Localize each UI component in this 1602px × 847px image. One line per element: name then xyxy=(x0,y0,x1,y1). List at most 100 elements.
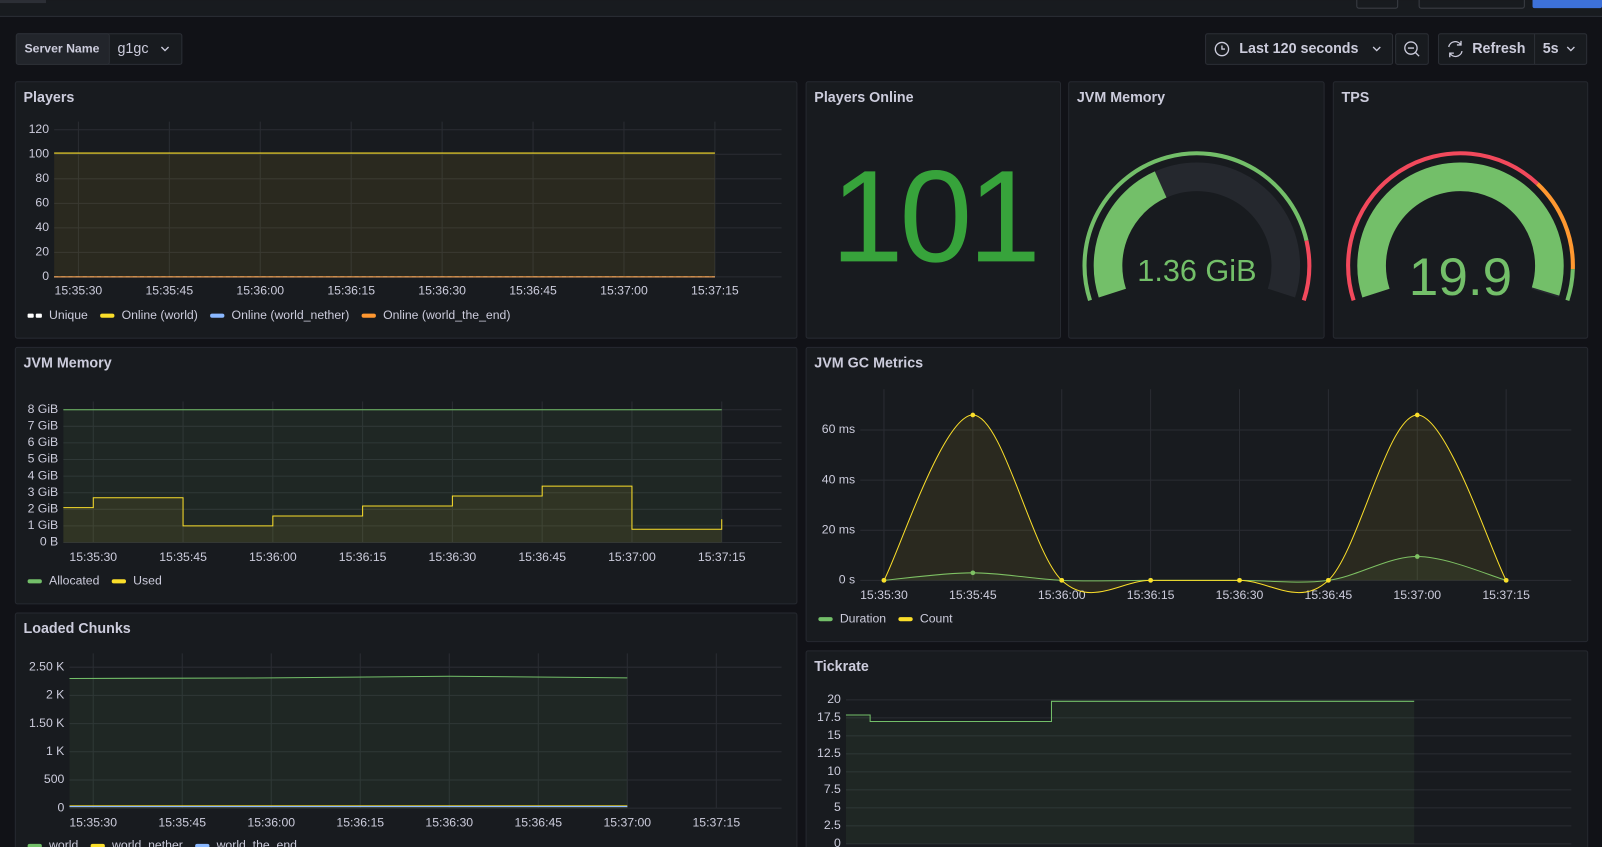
stat-value: 101 xyxy=(831,143,1037,289)
data-point xyxy=(1059,577,1065,583)
chevron xyxy=(1372,46,1381,52)
y-tick-label: 3 GiB xyxy=(28,485,59,499)
x-tick-label: 15:35:30 xyxy=(55,283,103,297)
series-area xyxy=(54,153,715,277)
top-nav xyxy=(0,0,1602,17)
y-tick-label: 20 xyxy=(35,245,49,259)
legend-marker xyxy=(100,313,115,318)
legend-label[interactable]: Used xyxy=(133,574,162,588)
time-picker-box xyxy=(1205,33,1394,65)
zoom-out-button[interactable] xyxy=(1395,33,1429,65)
y-tick-label: 0 xyxy=(58,800,65,814)
data-point xyxy=(1237,577,1242,583)
y-tick-label: 0 xyxy=(42,269,49,283)
legend-marker xyxy=(111,579,127,584)
panel xyxy=(1332,81,1589,339)
data-point xyxy=(1148,577,1153,583)
series-area xyxy=(63,486,722,543)
x-tick-label: 15:36:45 xyxy=(509,283,557,297)
series-area xyxy=(883,556,1507,583)
x-tick-label: 15:35:45 xyxy=(949,588,997,602)
y-tick-label: 4 GiB xyxy=(28,468,59,482)
series-line xyxy=(845,700,1415,722)
zoom-icon xyxy=(1404,41,1418,55)
panel-title: Tickrate xyxy=(814,659,869,675)
x-tick-label: 15:36:30 xyxy=(429,550,477,564)
panel xyxy=(805,346,1589,643)
legend-label[interactable]: Count xyxy=(920,611,953,625)
panel-title: JVM GC Metrics xyxy=(814,356,923,372)
x-tick-label: 15:36:15 xyxy=(1127,588,1175,602)
refresh-label[interactable]: Refresh xyxy=(1472,41,1525,57)
series-area xyxy=(883,414,1507,593)
variable-value[interactable]: g1gc xyxy=(117,41,148,57)
x-tick-label: 15:36:45 xyxy=(518,550,566,564)
y-tick-label: 5 xyxy=(834,800,841,814)
legend-marker xyxy=(361,313,376,318)
refresh-picker[interactable]: Refresh 5s xyxy=(1438,33,1588,65)
button-box xyxy=(1395,33,1429,65)
legend-marker xyxy=(818,617,833,622)
refresh-box xyxy=(1438,33,1588,65)
legend-label[interactable]: Online (world_nether) xyxy=(232,308,350,322)
legend-marker xyxy=(27,313,34,318)
legend-label[interactable]: Allocated xyxy=(49,574,100,588)
legend-marker xyxy=(898,617,913,622)
y-tick-label: 7.5 xyxy=(824,782,841,796)
threshold-band xyxy=(1346,151,1539,302)
series-area xyxy=(69,676,628,809)
variable-label-box xyxy=(15,33,110,65)
y-tick-label: 40 xyxy=(35,220,49,234)
threshold-band xyxy=(1301,240,1312,302)
data-point xyxy=(881,577,887,583)
nav-button[interactable] xyxy=(1356,0,1399,9)
y-tick-label: 1 K xyxy=(46,744,65,758)
legend-label[interactable]: Unique xyxy=(49,308,88,322)
x-tick-label: 15:37:15 xyxy=(698,550,746,564)
x-tick-label: 15:35:45 xyxy=(145,283,193,297)
legend-label[interactable]: Online (world) xyxy=(122,308,198,322)
threshold-band xyxy=(1536,182,1575,270)
refresh-interval[interactable]: 5s xyxy=(1543,41,1559,57)
legend-label[interactable]: Duration xyxy=(840,611,886,625)
x-tick-label: 15:35:45 xyxy=(158,816,206,830)
panel-title: JVM Memory xyxy=(1077,90,1165,106)
x-tick-label: 15:36:30 xyxy=(425,816,473,830)
x-tick-label: 15:37:15 xyxy=(1482,588,1530,602)
x-tick-label: 15:36:30 xyxy=(418,283,466,297)
x-tick-label: 15:35:45 xyxy=(159,550,207,564)
legend-label[interactable]: world_nether xyxy=(111,838,183,847)
nav-primary-button[interactable] xyxy=(1532,0,1602,9)
nav-button[interactable] xyxy=(1418,0,1525,9)
zoom-icon-detail xyxy=(1407,47,1420,57)
chevron xyxy=(1566,46,1575,52)
time-picker[interactable]: Last 120 seconds xyxy=(1205,33,1394,65)
data-point xyxy=(1414,554,1420,559)
data-point xyxy=(1503,577,1509,583)
y-tick-label: 7 GiB xyxy=(28,419,59,433)
y-tick-label: 120 xyxy=(29,122,50,136)
legend-marker xyxy=(90,843,105,847)
y-tick-label: 2 K xyxy=(46,688,65,702)
y-tick-label: 20 xyxy=(827,692,841,706)
time-range[interactable]: Last 120 seconds xyxy=(1239,41,1358,57)
nav-button[interactable] xyxy=(0,0,46,4)
y-tick-label: 2.5 xyxy=(824,818,841,832)
legend-label[interactable]: Online (world_the_end) xyxy=(383,308,510,322)
legend-label[interactable]: world_the_end xyxy=(216,838,298,847)
y-tick-label: 100 xyxy=(29,147,50,161)
legend-label[interactable]: world xyxy=(48,838,78,847)
x-tick-label: 15:35:30 xyxy=(69,550,117,564)
y-tick-label: 1 GiB xyxy=(28,518,59,532)
chevron xyxy=(160,46,170,52)
server-variable[interactable]: Server Name g1gc xyxy=(15,33,183,65)
data-point xyxy=(970,570,976,576)
y-tick-label: 8 GiB xyxy=(28,402,59,416)
y-tick-label: 17.5 xyxy=(817,710,841,724)
threshold-band xyxy=(1565,269,1575,302)
panel xyxy=(14,612,798,847)
y-tick-label: 2 GiB xyxy=(28,502,59,516)
y-tick-label: 15 xyxy=(827,728,841,742)
data-point xyxy=(1326,577,1331,583)
x-tick-label: 15:37:00 xyxy=(600,283,648,297)
